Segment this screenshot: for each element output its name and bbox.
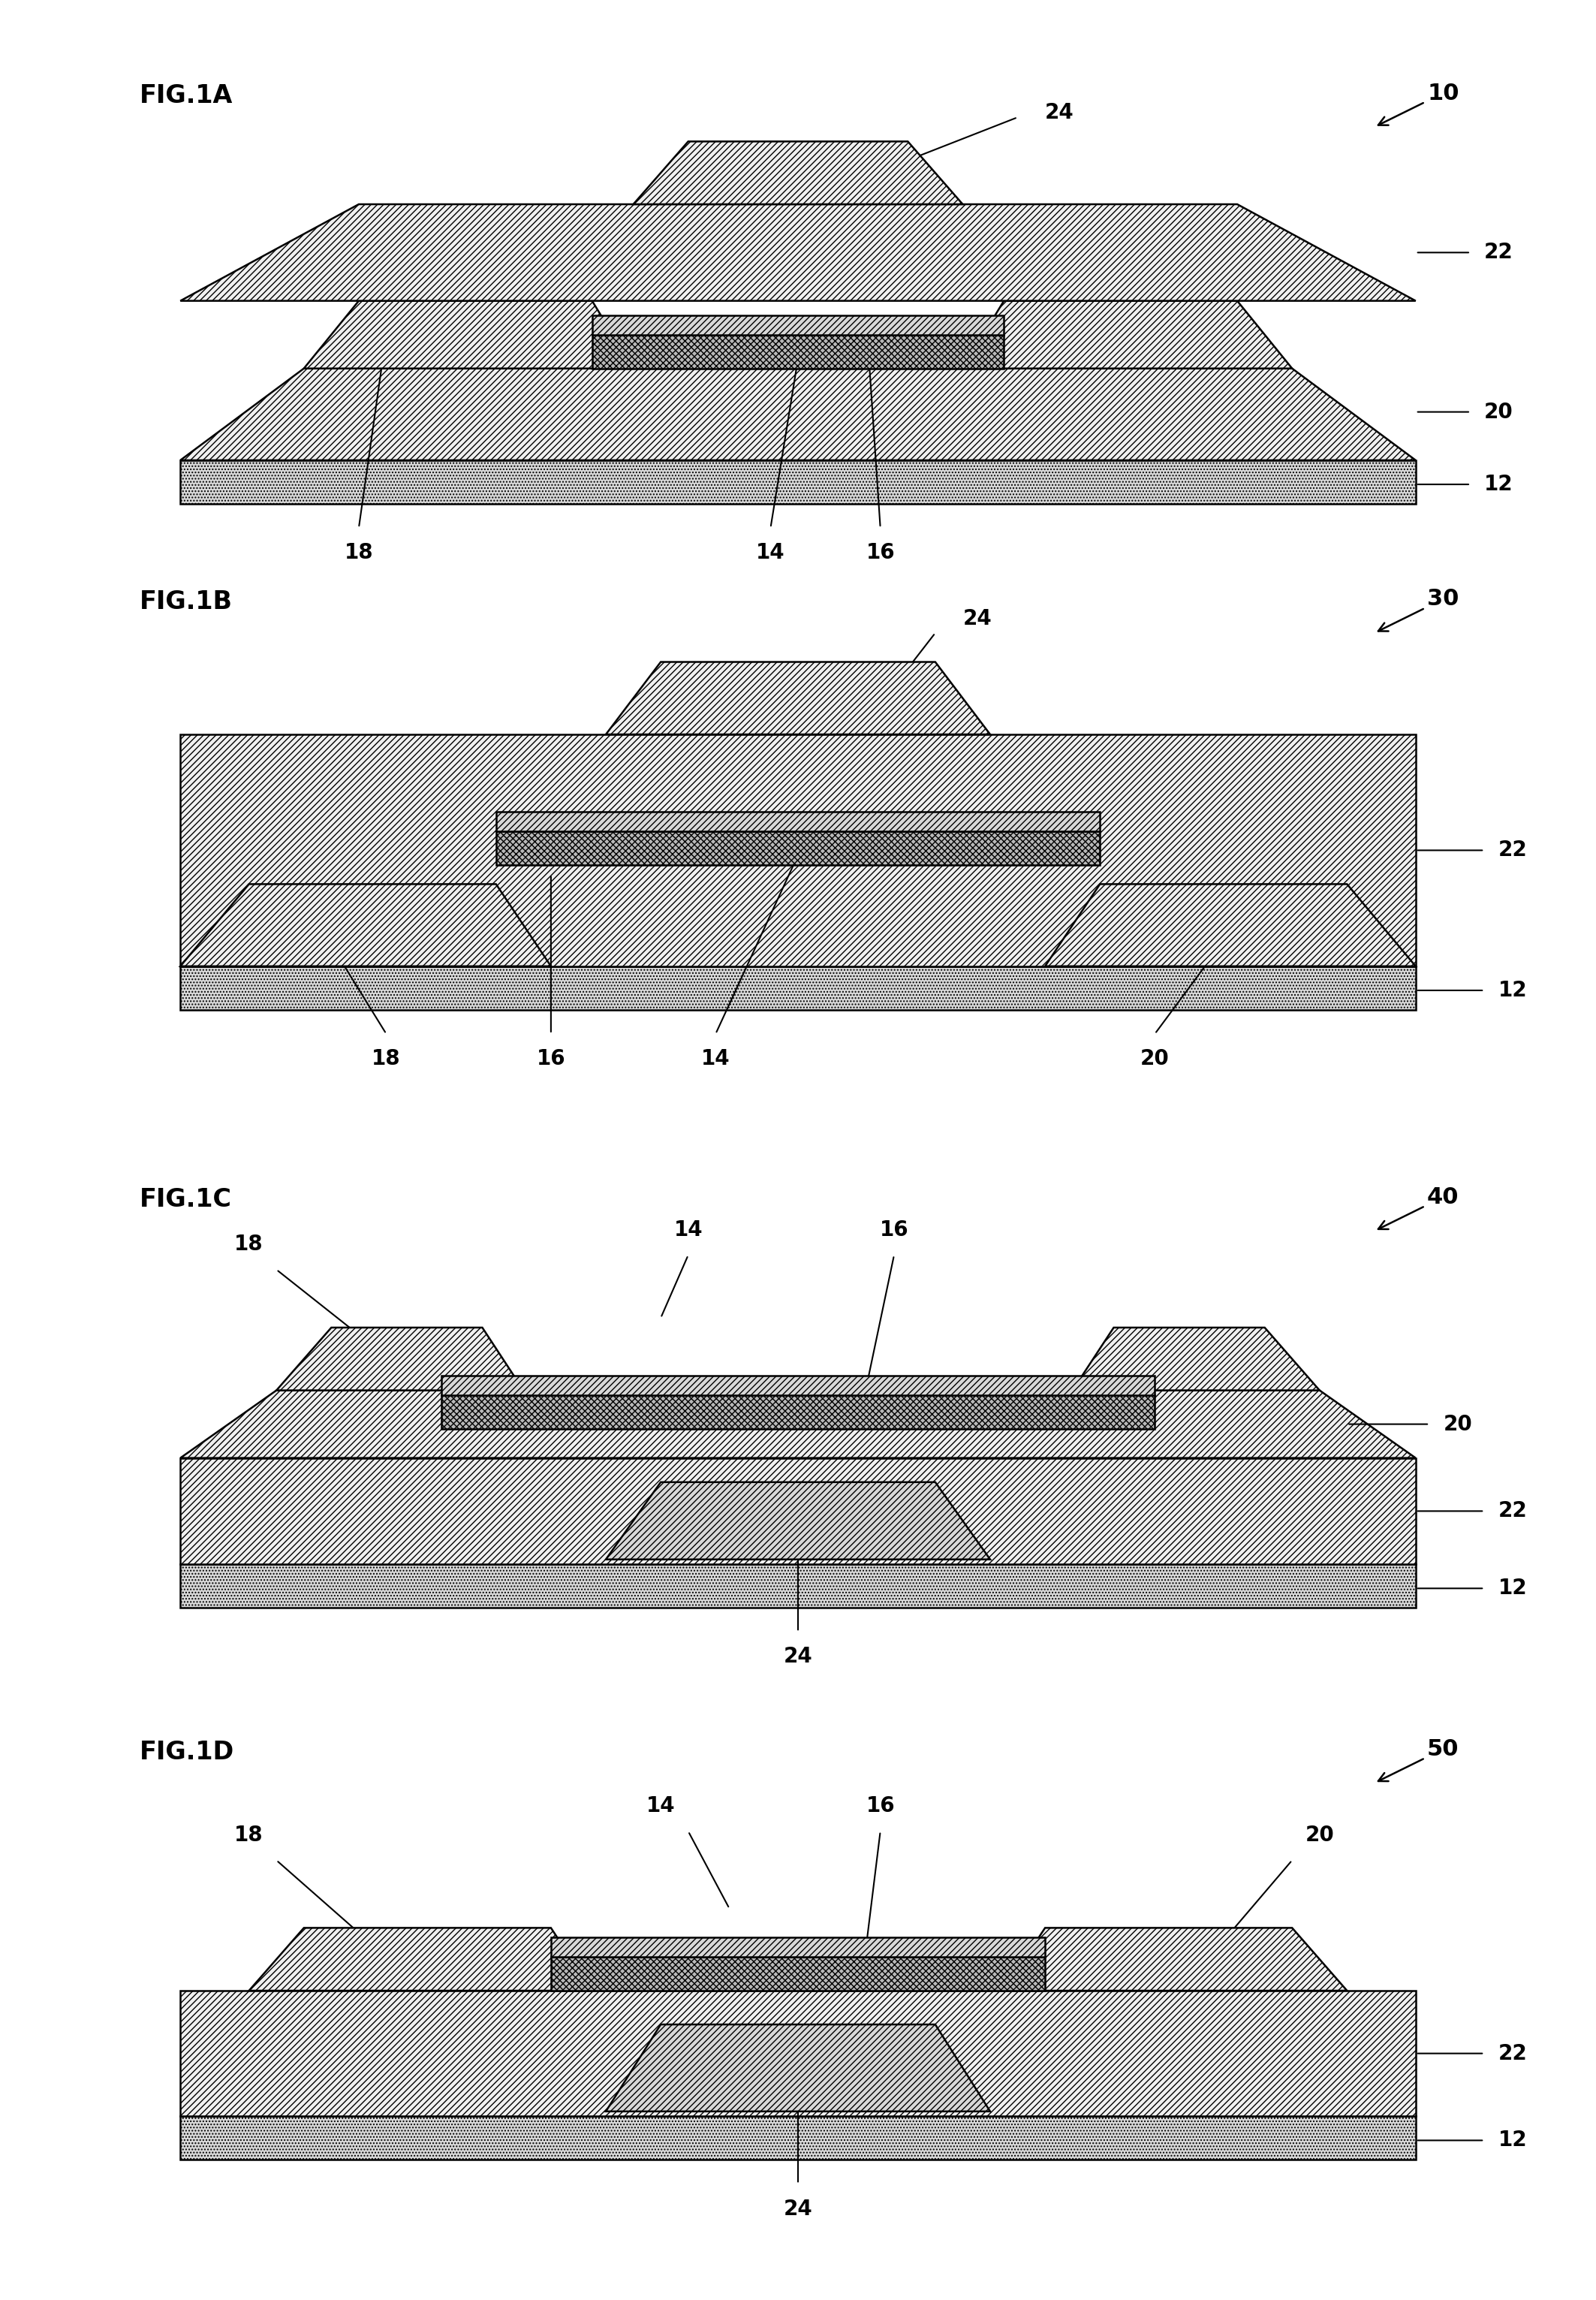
Text: 14: 14 xyxy=(701,1049,729,1070)
Text: 14: 14 xyxy=(757,543,785,564)
Polygon shape xyxy=(440,1396,1156,1428)
Text: FIG.1C: FIG.1C xyxy=(139,1187,231,1212)
Text: 12: 12 xyxy=(1499,2130,1527,2150)
Text: 16: 16 xyxy=(867,1796,895,1817)
Text: 40: 40 xyxy=(1379,1187,1459,1228)
Text: 24: 24 xyxy=(1045,101,1074,122)
Polygon shape xyxy=(1004,1927,1347,1990)
Polygon shape xyxy=(180,205,1416,301)
Polygon shape xyxy=(180,460,1416,504)
Polygon shape xyxy=(551,1957,1045,1990)
Polygon shape xyxy=(592,315,1004,334)
Text: FIG.1B: FIG.1B xyxy=(139,589,233,614)
Text: 24: 24 xyxy=(962,607,991,628)
Text: 12: 12 xyxy=(1499,980,1527,1000)
Polygon shape xyxy=(180,1564,1416,1608)
Polygon shape xyxy=(592,334,1004,368)
Polygon shape xyxy=(606,662,990,734)
Polygon shape xyxy=(180,883,551,966)
Polygon shape xyxy=(249,1927,592,1990)
Polygon shape xyxy=(606,2024,990,2111)
Polygon shape xyxy=(1073,1327,1320,1389)
Text: 22: 22 xyxy=(1484,242,1513,262)
Polygon shape xyxy=(180,1990,1416,2116)
Polygon shape xyxy=(180,2116,1416,2160)
Text: 20: 20 xyxy=(1443,1414,1472,1435)
Text: FIG.1D: FIG.1D xyxy=(139,1739,235,1764)
Text: 18: 18 xyxy=(345,543,373,564)
Text: 24: 24 xyxy=(784,2199,812,2220)
Text: 12: 12 xyxy=(1499,1578,1527,1598)
Polygon shape xyxy=(180,1389,1416,1458)
Polygon shape xyxy=(276,1327,523,1389)
Polygon shape xyxy=(180,368,1416,460)
Text: 22: 22 xyxy=(1499,2042,1527,2063)
Polygon shape xyxy=(606,1481,990,1559)
Text: 22: 22 xyxy=(1499,1500,1527,1523)
Polygon shape xyxy=(440,1375,1156,1396)
Polygon shape xyxy=(551,1937,1045,1957)
Text: 16: 16 xyxy=(536,1049,565,1070)
Text: 18: 18 xyxy=(235,1235,263,1256)
Text: 50: 50 xyxy=(1379,1739,1459,1780)
Text: 18: 18 xyxy=(372,1049,401,1070)
Text: 20: 20 xyxy=(1306,1824,1334,1845)
Text: 22: 22 xyxy=(1499,839,1527,860)
Text: 30: 30 xyxy=(1379,589,1459,630)
Polygon shape xyxy=(962,301,1293,368)
Text: 24: 24 xyxy=(784,1647,812,1667)
Polygon shape xyxy=(180,966,1416,1010)
Text: 14: 14 xyxy=(674,1219,702,1240)
Text: 16: 16 xyxy=(867,543,895,564)
Polygon shape xyxy=(496,830,1100,865)
Text: 12: 12 xyxy=(1484,474,1513,494)
Polygon shape xyxy=(634,143,962,205)
Text: 18: 18 xyxy=(235,1824,263,1845)
Text: 20: 20 xyxy=(1484,402,1513,423)
Polygon shape xyxy=(496,812,1100,830)
Polygon shape xyxy=(1045,883,1416,966)
Text: 10: 10 xyxy=(1379,83,1459,124)
Text: 14: 14 xyxy=(646,1796,675,1817)
Text: 20: 20 xyxy=(1140,1049,1170,1070)
Text: 16: 16 xyxy=(879,1219,908,1240)
Polygon shape xyxy=(180,734,1416,966)
Polygon shape xyxy=(303,301,634,368)
Text: FIG.1A: FIG.1A xyxy=(139,83,233,108)
Polygon shape xyxy=(180,1458,1416,1564)
